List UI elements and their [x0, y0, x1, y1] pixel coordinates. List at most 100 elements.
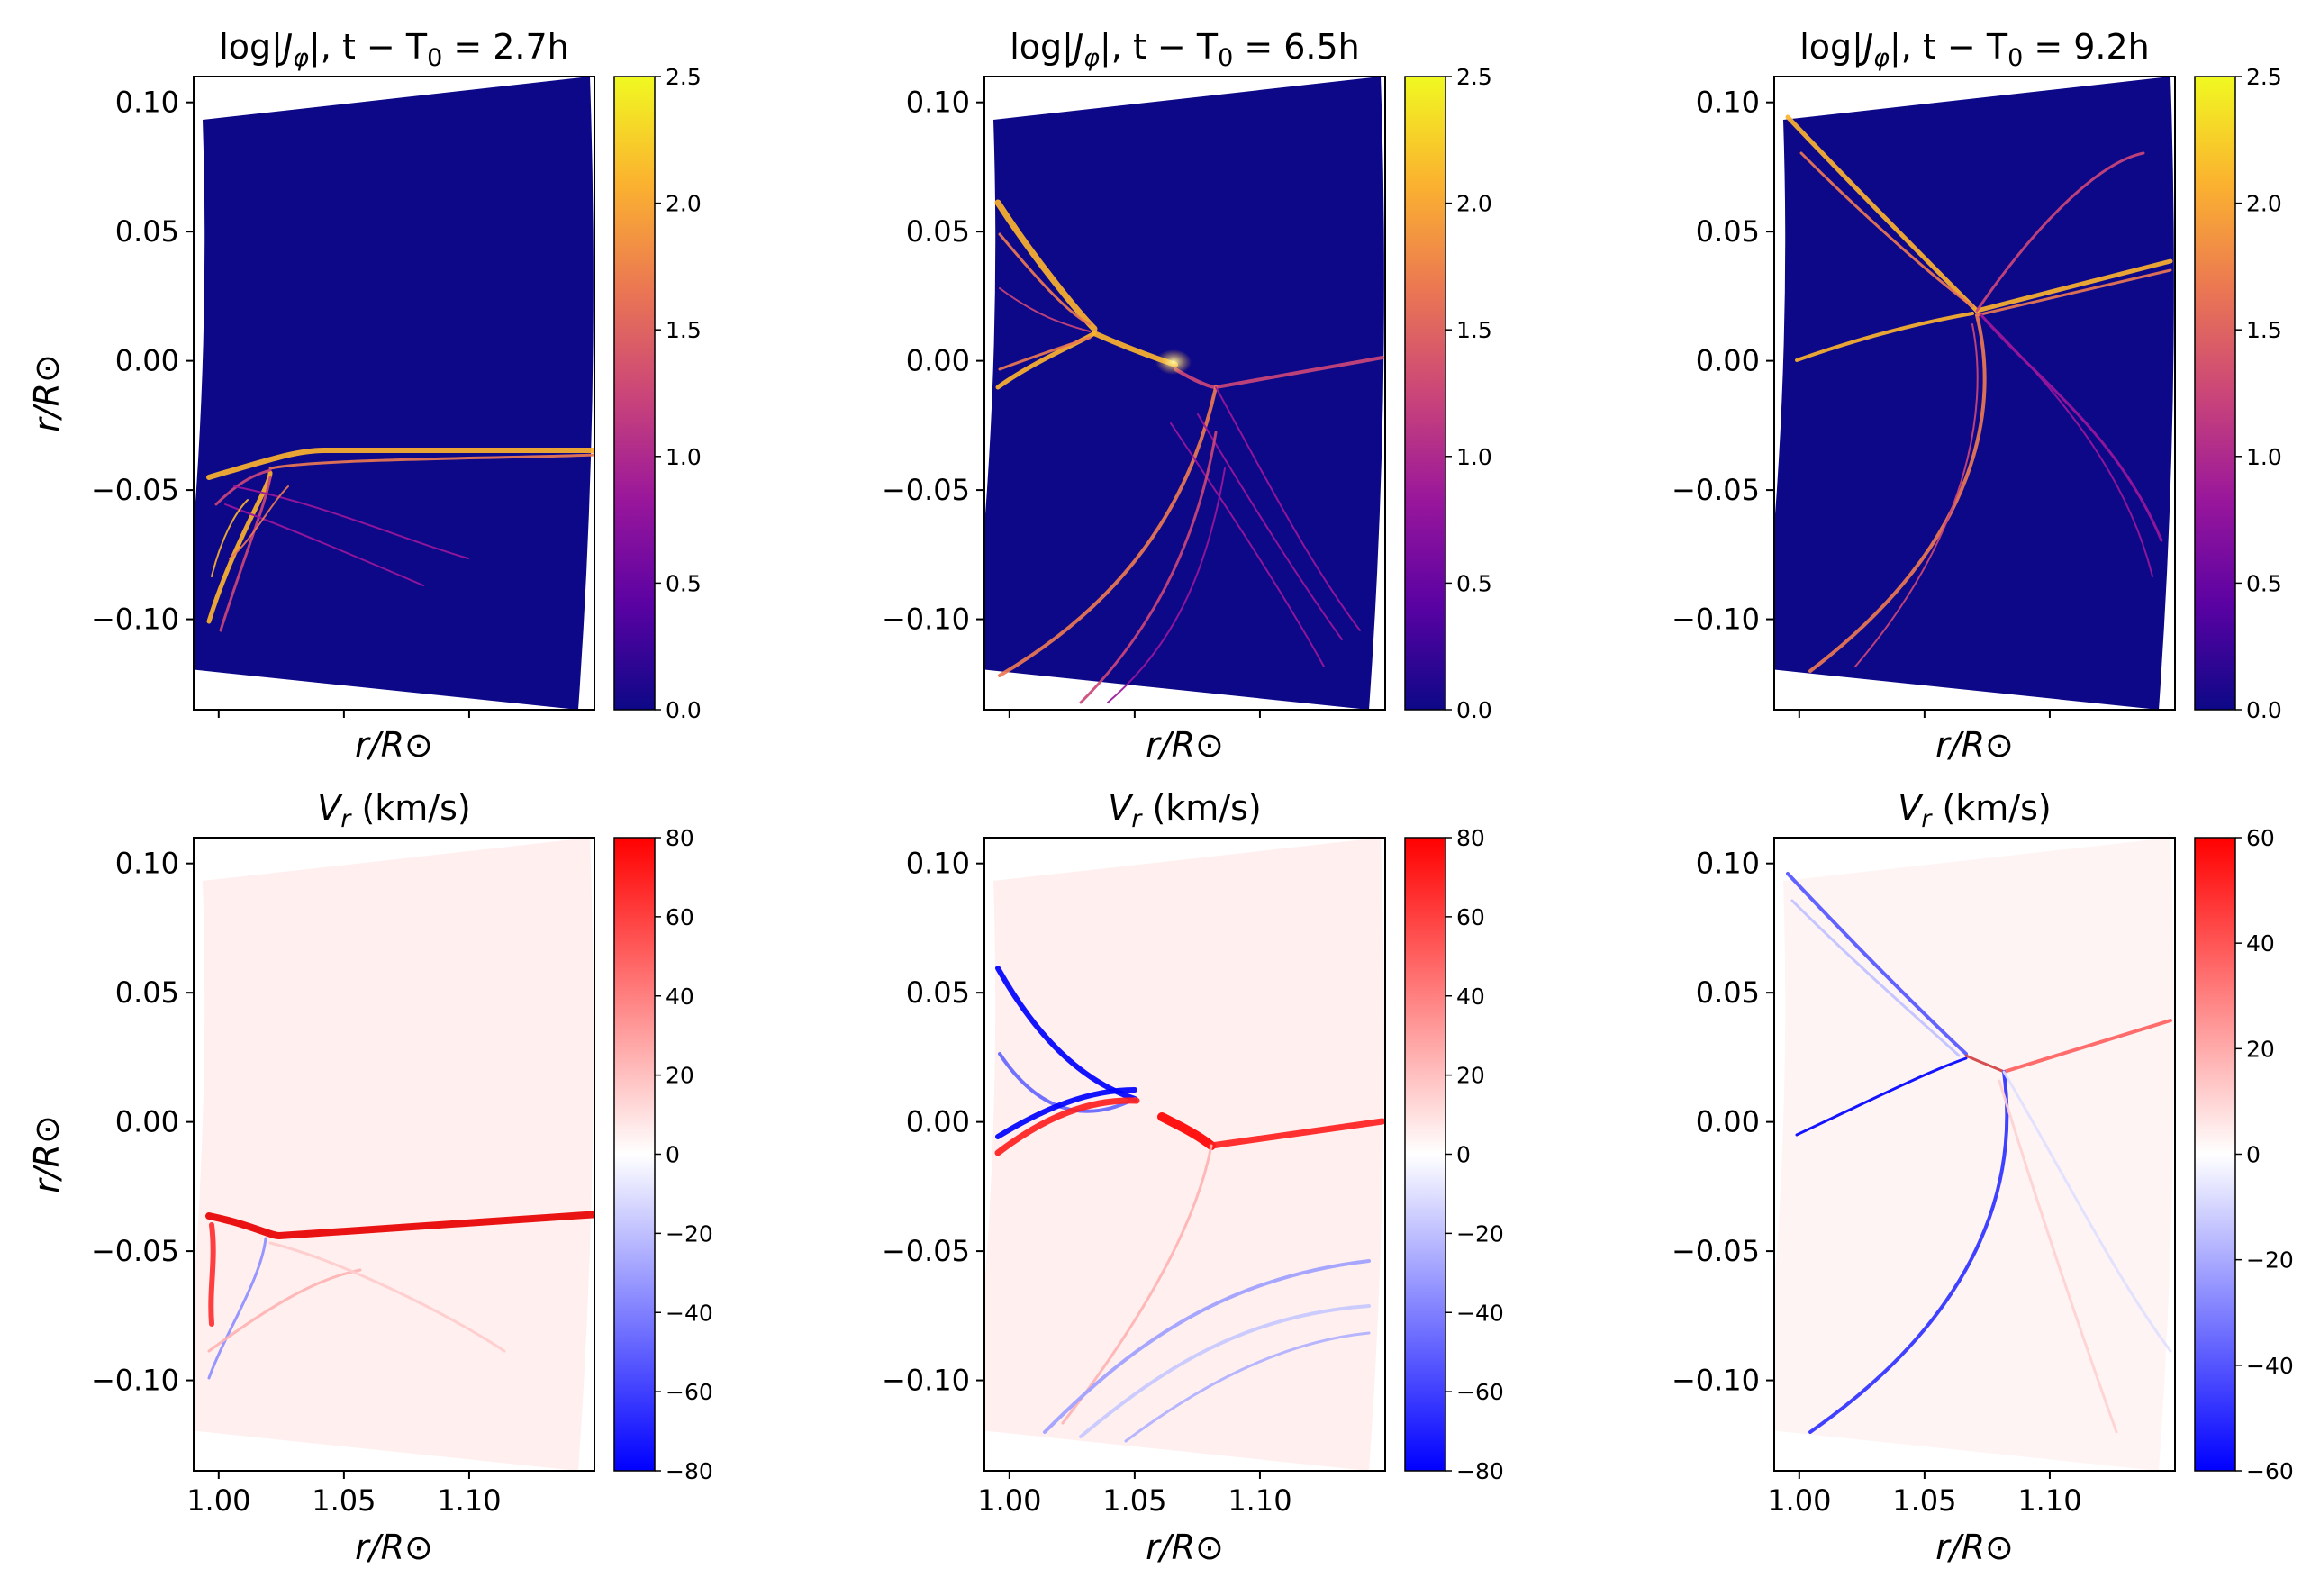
- feature-curve: [1107, 467, 1226, 703]
- feature-curve: [1208, 1118, 1385, 1149]
- feature-curve: [1808, 1070, 2009, 1434]
- colorbar-tick-label: 0.0: [2246, 697, 2282, 723]
- colorbar-tick-label: 0.5: [1456, 570, 1492, 596]
- feature-curve: [207, 1268, 362, 1353]
- colorbar-tick-label: 20: [2246, 1036, 2275, 1062]
- feature-curve: [998, 232, 1092, 326]
- y-tick-label: −0.10: [1672, 1364, 1760, 1398]
- panel-title: Vr (km/s): [317, 788, 470, 833]
- colorbar-tick-label: −80: [666, 1458, 713, 1484]
- axes-frame: [1773, 837, 2176, 1472]
- feature-curve: [1197, 413, 1343, 640]
- feature-curve: [1980, 313, 2163, 542]
- colorbar-tick-label: 60: [666, 904, 694, 930]
- panel-title: log|Jφ|, t − T0 = 6.5h: [1010, 27, 1360, 72]
- x-axis-label: r/R⊙: [1146, 725, 1224, 765]
- y-tick-label: −0.10: [882, 603, 970, 637]
- colorbar-tick-label: −40: [666, 1300, 713, 1326]
- feature-curve: [219, 476, 272, 632]
- y-tick-label: −0.05: [1672, 473, 1760, 507]
- feature-curve: [999, 287, 1091, 332]
- colorbar: [613, 76, 656, 711]
- colorbar-tick-label: −60: [666, 1379, 713, 1405]
- feature-curve: [1170, 422, 1325, 667]
- y-tick-label: 0.10: [1696, 847, 1760, 881]
- colorbar-tick-label: 1.0: [666, 444, 702, 470]
- plasmoid: [1155, 349, 1192, 375]
- feature-curve: [1157, 1112, 1216, 1150]
- feature-curve: [1079, 1304, 1371, 1438]
- feature-curve: [224, 503, 424, 586]
- domain: [984, 838, 1384, 1471]
- colorbar-tick-label: 40: [2246, 930, 2275, 957]
- panel-title: Vr (km/s): [1898, 788, 2051, 833]
- colorbar-tick-label: −40: [2246, 1353, 2294, 1379]
- colorbar-tick-label: 1.0: [2246, 444, 2282, 470]
- plot-area: [1774, 838, 2174, 1471]
- feature-curve: [994, 1097, 1140, 1156]
- axes-frame: [1773, 76, 2176, 711]
- colorbar-tick-label: 60: [2246, 825, 2275, 851]
- y-axis-label: r/R⊙: [27, 1115, 67, 1193]
- y-tick-label: 0.05: [906, 214, 970, 249]
- feature-curve: [229, 485, 289, 559]
- y-tick-label: 0.00: [1696, 1105, 1760, 1139]
- feature-curve: [1799, 151, 1974, 308]
- x-tick-label: 1.05: [312, 1483, 376, 1518]
- axes-frame: [193, 76, 595, 711]
- colorbar-tick-label: 1.5: [1456, 317, 1492, 343]
- y-tick-label: −0.05: [882, 473, 970, 507]
- y-tick-label: −0.05: [91, 473, 179, 507]
- y-tick-label: 0.05: [1696, 975, 1760, 1010]
- y-tick-label: −0.10: [1672, 603, 1760, 637]
- y-tick-label: −0.10: [882, 1364, 970, 1398]
- feature-curve: [211, 499, 249, 577]
- panel-title: Vr (km/s): [1108, 788, 1261, 833]
- feature-curve: [1043, 1259, 1371, 1434]
- y-tick-label: 0.10: [906, 86, 970, 120]
- feature-curve: [1124, 1331, 1371, 1443]
- y-tick-label: −0.10: [91, 1364, 179, 1398]
- axes-frame: [983, 837, 1386, 1472]
- y-tick-label: 0.05: [1696, 214, 1760, 249]
- colorbar-tick-label: 2.0: [2246, 191, 2282, 217]
- feature-curve: [268, 1241, 506, 1353]
- feature-curve: [1061, 1144, 1213, 1425]
- y-tick-label: 0.00: [906, 344, 970, 378]
- colorbar-tick-label: 0.5: [666, 570, 702, 596]
- feature-curve: [1975, 151, 2145, 313]
- colorbar-tick-label: 1.5: [2246, 317, 2282, 343]
- feature-curve: [1795, 312, 1974, 362]
- colorbar-tick-label: −20: [1456, 1220, 1504, 1247]
- domain: [1774, 77, 2174, 710]
- colorbar-tick-label: 0: [666, 1142, 680, 1168]
- x-axis-label: r/R⊙: [1935, 725, 2014, 765]
- feature-curve: [1785, 114, 1980, 313]
- feature-curve: [998, 336, 1092, 371]
- x-tick-label: 1.10: [437, 1483, 501, 1518]
- x-axis-label: r/R⊙: [355, 1528, 433, 1567]
- feature-curve: [205, 1211, 594, 1240]
- feature-curve: [1786, 872, 1968, 1056]
- panel-bottom-left: 0.100.050.00−0.05−0.101.00 1.05 1.10r/R⊙r/…: [27, 788, 713, 1567]
- panel-top-right: 0.10 0.05 0.00 −0.05 −0.10 r/R⊙ log|Jφ|, t − T…: [1672, 27, 2282, 765]
- colorbar-tick-label: 40: [666, 984, 694, 1010]
- y-tick-label: 0.00: [1696, 344, 1760, 378]
- feature-curve: [1964, 1054, 2006, 1074]
- colorbar-tick-label: 20: [1456, 1063, 1485, 1089]
- x-tick-label: 1.10: [2017, 1483, 2081, 1518]
- x-tick-label: 1.00: [186, 1483, 250, 1518]
- colorbar: [1404, 837, 1446, 1472]
- colorbar: [1404, 76, 1446, 711]
- colorbar: [2194, 76, 2236, 711]
- colorbar-tick-label: −80: [1456, 1458, 1504, 1484]
- feature-curve: [1795, 1056, 1968, 1137]
- y-tick-label: 0.00: [115, 344, 179, 378]
- feature-curve: [995, 1087, 1137, 1139]
- feature-curve: [207, 1237, 267, 1380]
- colorbar-tick-label: 0: [2246, 1142, 2261, 1168]
- y-tick-label: 0.10: [1696, 86, 1760, 120]
- y-tick-label: −0.05: [1672, 1234, 1760, 1268]
- plot-area: [984, 838, 1385, 1471]
